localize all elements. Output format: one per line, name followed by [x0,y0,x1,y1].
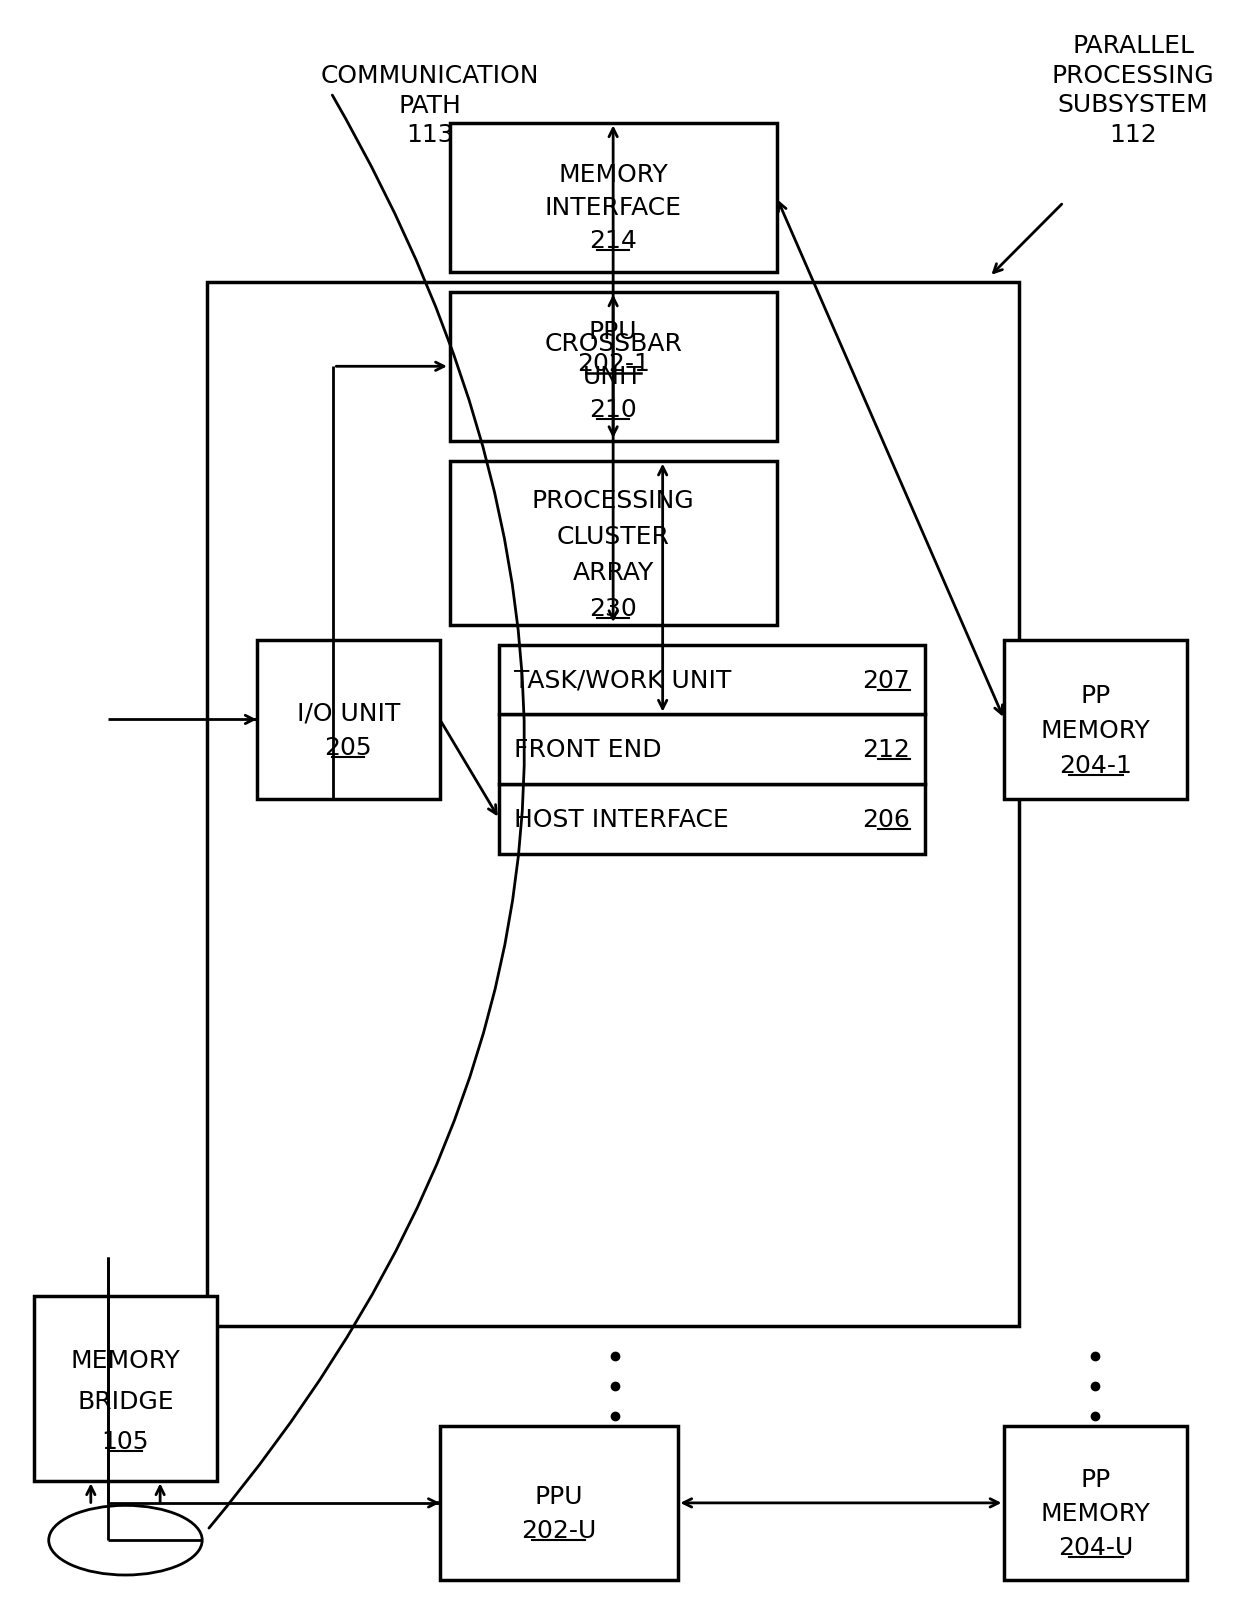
Text: PPU: PPU [589,320,637,344]
Text: CROSSBAR: CROSSBAR [544,332,682,357]
Text: UNIT: UNIT [583,365,644,389]
Text: 204-U: 204-U [1058,1535,1133,1559]
Text: CLUSTER: CLUSTER [557,525,670,549]
Text: 105: 105 [102,1430,149,1453]
Text: HOST INTERFACE: HOST INTERFACE [515,807,729,831]
Bar [450,292,776,442]
Text: 207: 207 [863,668,910,692]
Text: ARRAY: ARRAY [573,560,653,584]
Bar [33,1296,217,1480]
Bar [1004,641,1188,799]
Text: PP: PP [1081,683,1111,707]
Bar [450,123,776,273]
Text: MEMORY: MEMORY [558,163,668,187]
Text: 204-1: 204-1 [1059,754,1132,778]
Bar [207,282,1019,1327]
Text: COMMUNICATION
PATH
113: COMMUNICATION PATH 113 [321,65,539,147]
Bar [257,641,440,799]
Text: I/O UNIT: I/O UNIT [296,700,401,725]
Text: 214: 214 [589,229,637,253]
Text: BRIDGE: BRIDGE [77,1388,174,1412]
Bar [500,784,925,854]
Text: MEMORY: MEMORY [71,1348,180,1372]
Text: PROCESSING: PROCESSING [532,487,694,512]
Text: PARALLEL
PROCESSING
SUBSYSTEM
112: PARALLEL PROCESSING SUBSYSTEM 112 [1052,34,1214,147]
Bar [500,715,925,784]
Bar [500,646,925,715]
Text: 210: 210 [589,397,637,421]
Text: PPU: PPU [534,1485,583,1507]
Text: PP: PP [1081,1467,1111,1491]
Bar [440,1425,677,1580]
Text: 205: 205 [325,736,372,760]
Text: 202-1: 202-1 [577,352,650,376]
Text: 230: 230 [589,597,637,620]
Bar [450,462,776,626]
Text: INTERFACE: INTERFACE [544,195,682,220]
Text: 212: 212 [862,738,910,762]
Text: MEMORY: MEMORY [1042,718,1151,742]
Text: TASK/WORK UNIT: TASK/WORK UNIT [515,668,732,692]
Text: 202-U: 202-U [521,1519,596,1541]
Text: FRONT END: FRONT END [515,738,662,762]
Text: 206: 206 [862,807,910,831]
Text: MEMORY: MEMORY [1042,1501,1151,1525]
Bar [1004,1425,1188,1580]
